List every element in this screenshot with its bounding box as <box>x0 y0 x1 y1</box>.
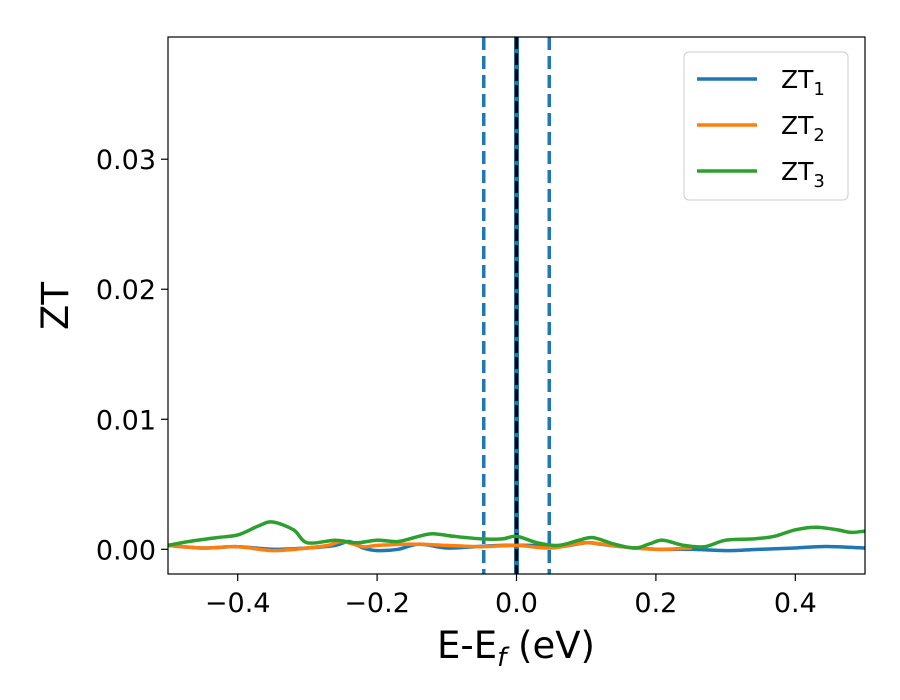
legend: ZT1 ZT2 ZT3 <box>683 51 849 201</box>
legend-label-zt3: ZT3 <box>781 157 825 192</box>
legend-label-zt1: ZT1 <box>781 65 825 100</box>
x-tick-label: −0.4 <box>205 588 271 619</box>
y-axis: 0.00 0.01 0.02 0.03 <box>96 145 168 566</box>
legend-label-zt2: ZT2 <box>781 111 825 146</box>
plot-area <box>168 37 865 574</box>
series-line-zt2 <box>168 539 693 553</box>
x-tick-label: −0.2 <box>344 588 410 619</box>
series-line-zt3 <box>168 520 865 550</box>
y-tick-label: 0.00 <box>96 535 156 566</box>
y-tick-label: 0.03 <box>96 145 156 176</box>
x-tick-label: 0.0 <box>495 588 538 619</box>
x-tick-label: 0.4 <box>774 588 817 619</box>
y-tick-label: 0.02 <box>96 275 156 306</box>
legend-box <box>683 51 849 201</box>
y-axis-title: ZT <box>34 282 77 330</box>
x-tick-label: 0.2 <box>634 588 677 619</box>
y-tick-label: 0.01 <box>96 405 156 436</box>
x-axis-title: E-Ef (eV) <box>437 624 595 673</box>
x-axis: −0.4 −0.2 0.0 0.2 0.4 <box>205 574 817 619</box>
